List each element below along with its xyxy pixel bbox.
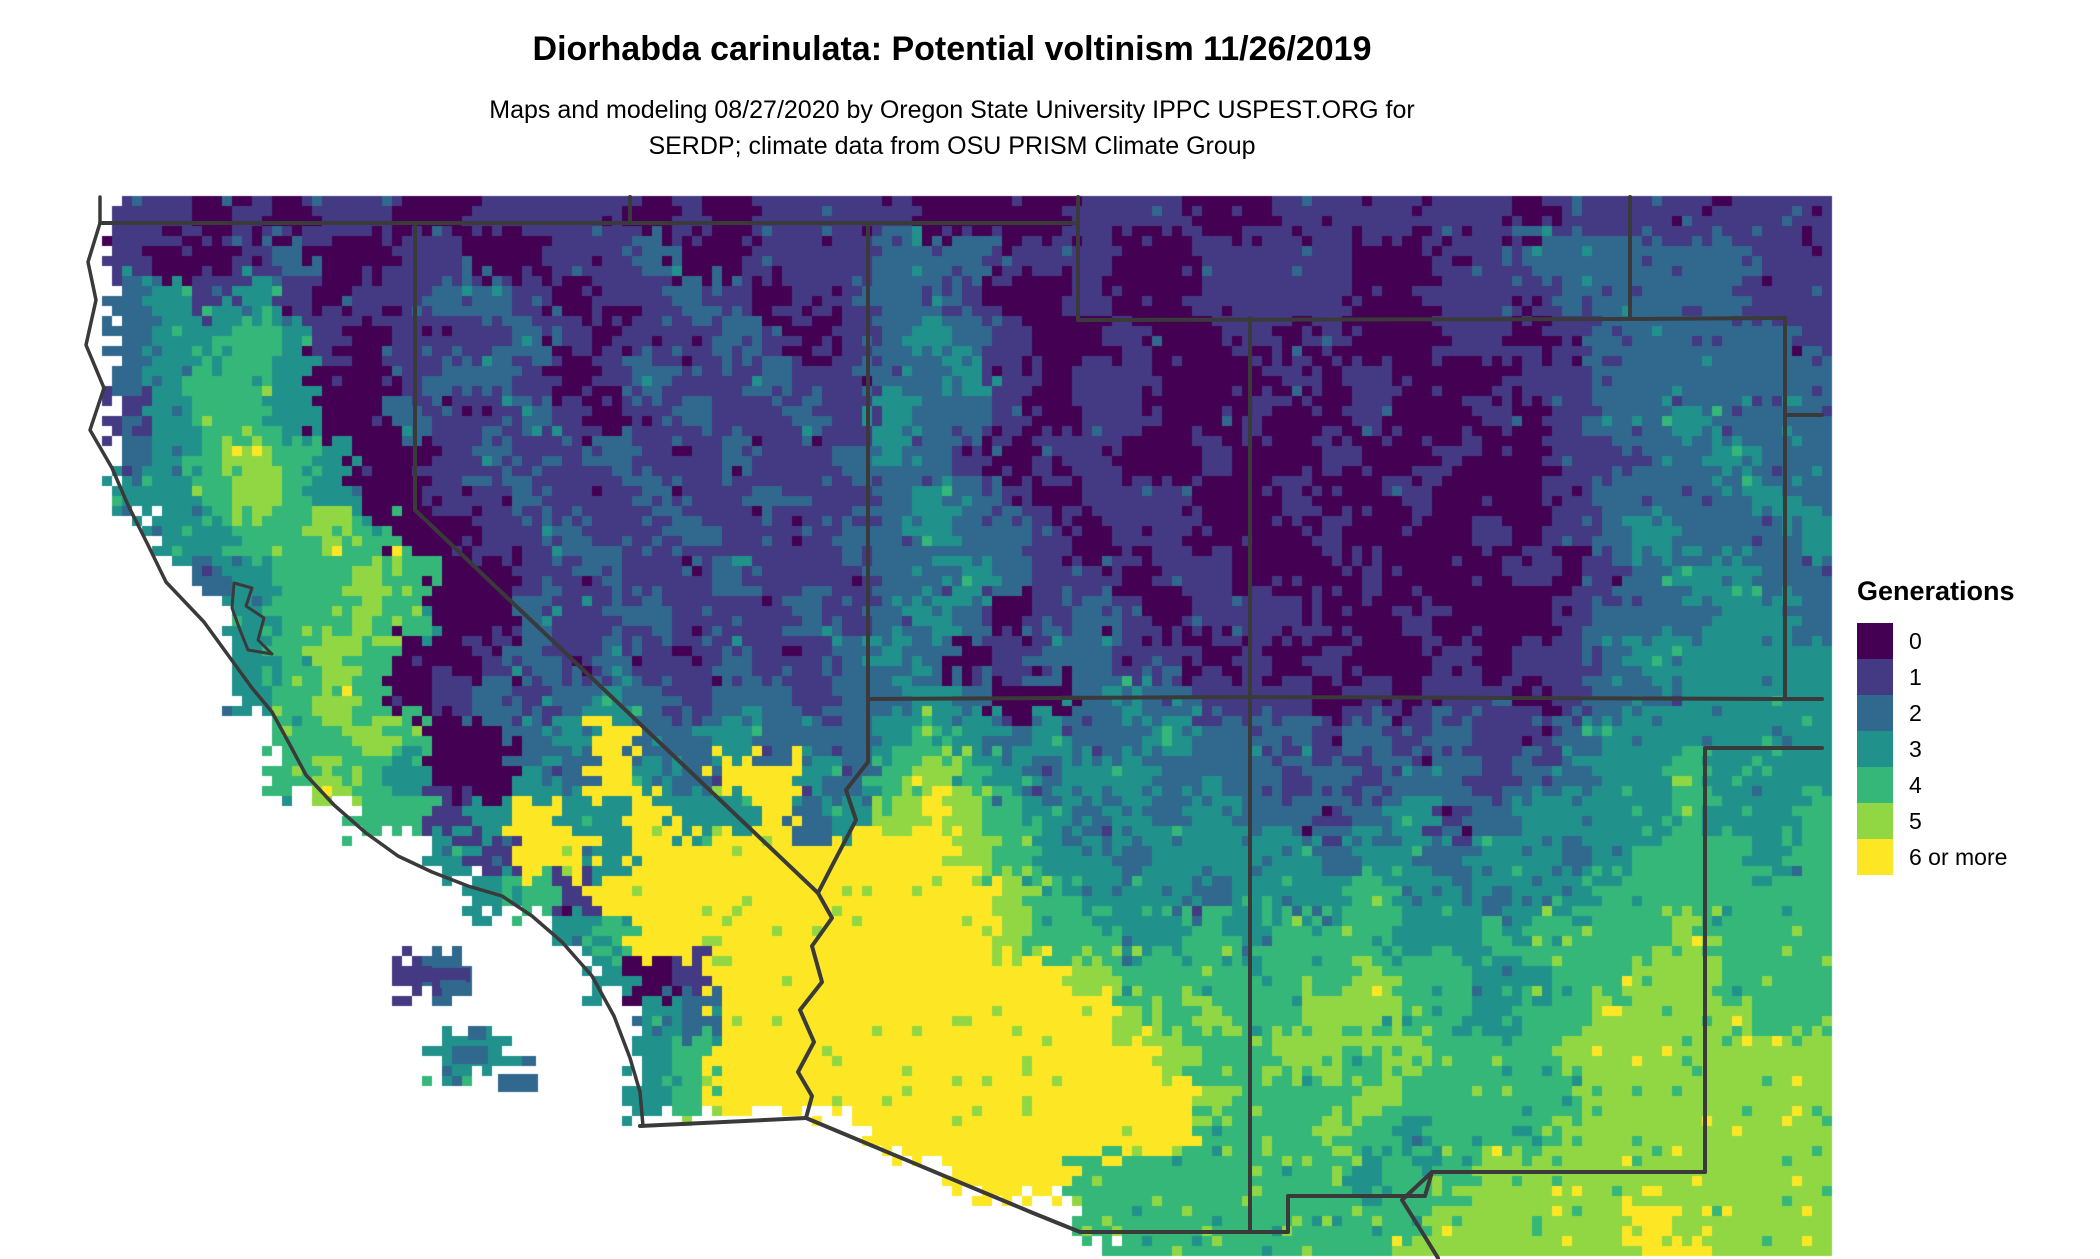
legend-swatch-5	[1857, 803, 1893, 839]
legend: Generations 0 1 2 3 4 5 6 or more	[1857, 576, 2097, 875]
legend-swatch-2	[1857, 695, 1893, 731]
legend-item: 2	[1857, 695, 2097, 731]
legend-swatch-0	[1857, 623, 1893, 659]
legend-swatch-1	[1857, 659, 1893, 695]
legend-title: Generations	[1857, 576, 2015, 606]
legend-label: 0	[1909, 627, 1922, 654]
legend-item: 6 or more	[1857, 839, 2097, 875]
legend-label: 1	[1909, 663, 1922, 690]
legend-item: 4	[1857, 767, 2097, 803]
legend-swatch-4	[1857, 767, 1893, 803]
legend-rows: 0 1 2 3 4 5 6 or more	[1857, 623, 2097, 875]
legend-item: 1	[1857, 659, 2097, 695]
legend-label: 4	[1909, 771, 1922, 798]
legend-item: 5	[1857, 803, 2097, 839]
legend-swatch-3	[1857, 731, 1893, 767]
legend-label: 2	[1909, 699, 1922, 726]
legend-swatch-6	[1857, 839, 1893, 875]
legend-item: 3	[1857, 731, 2097, 767]
legend-label: 6 or more	[1909, 843, 2008, 870]
legend-label: 5	[1909, 807, 1922, 834]
legend-label: 3	[1909, 735, 1922, 762]
legend-item: 0	[1857, 623, 2097, 659]
